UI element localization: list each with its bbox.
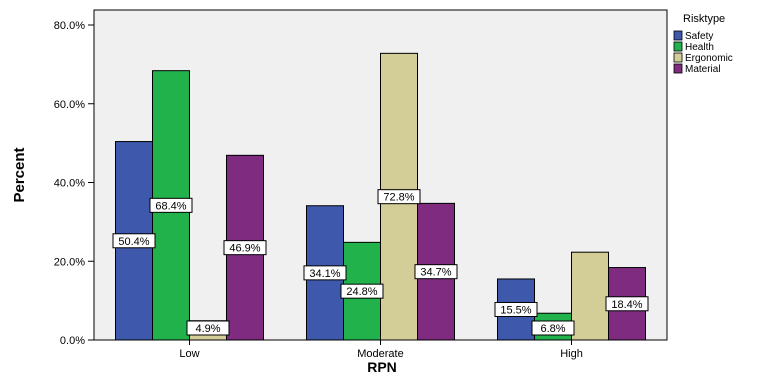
legend-swatch-ergonomic — [673, 52, 683, 63]
data-label-box — [303, 265, 347, 281]
x-tick-label: High — [560, 348, 583, 360]
data-label-box — [494, 301, 538, 317]
data-label: 46.9% — [223, 240, 267, 256]
legend-swatch-material — [673, 63, 683, 74]
y-tick-label: 0.0% — [60, 335, 85, 347]
data-label-text: 4.9% — [195, 323, 220, 335]
data-label-box — [531, 320, 575, 336]
data-label: 50.4% — [112, 233, 156, 249]
data-label-text: 24.8% — [346, 286, 377, 298]
bar-ergonomic-high — [571, 251, 609, 341]
data-label-text: 34.7% — [420, 267, 451, 279]
legend-label-safety: Safety — [685, 31, 713, 42]
data-label-box — [340, 283, 384, 299]
data-label-text: 68.4% — [155, 200, 186, 212]
data-label-text: 46.9% — [229, 243, 260, 255]
x-axis-title: RPN — [367, 359, 397, 375]
data-label: 34.7% — [414, 264, 458, 280]
data-label-box — [414, 264, 458, 280]
data-label: 6.8% — [531, 320, 575, 336]
y-axis-title: Percent — [11, 147, 28, 202]
data-label-box — [377, 189, 421, 205]
data-label-box — [223, 240, 267, 256]
y-tick-label: 60.0% — [54, 99, 85, 111]
data-label-box — [149, 197, 193, 213]
legend-label-health: Health — [685, 42, 714, 53]
y-tick-label: 40.0% — [54, 178, 85, 190]
data-label-box — [112, 233, 156, 249]
data-label-text: 50.4% — [118, 236, 149, 248]
x-axis: Low Moderate High — [179, 340, 583, 360]
data-label-text: 72.8% — [383, 192, 414, 204]
data-label: 15.5% — [494, 301, 538, 317]
data-labels: 50.4% 68.4% 4.9% 46.9% 34.1% 24.8% 72.8% 34.7% 1… — [112, 189, 649, 336]
legend-swatch-safety — [673, 30, 683, 41]
data-label: 68.4% — [149, 197, 193, 213]
data-label-box — [186, 320, 230, 336]
legend-swatch-health — [673, 41, 683, 52]
data-label-box — [605, 296, 649, 312]
data-label-text: 6.8% — [540, 323, 565, 335]
legend-title: Risktype — [683, 13, 725, 25]
data-label: 4.9% — [186, 320, 230, 336]
x-tick-label: Moderate — [357, 348, 403, 360]
y-tick-label: 80.0% — [54, 20, 85, 32]
data-label: 18.4% — [605, 296, 649, 312]
y-axis: 0.0% 20.0% 40.0% 60.0% 80.0% — [54, 20, 94, 347]
x-tick-label: Low — [179, 348, 199, 360]
data-label: 24.8% — [340, 283, 384, 299]
legend-label-ergonomic: Ergonomic — [685, 53, 733, 64]
legend-label-material: Material — [685, 64, 721, 75]
y-tick-label: 20.0% — [54, 256, 85, 268]
data-label-text: 18.4% — [611, 299, 642, 311]
data-label: 34.1% — [303, 265, 347, 281]
data-label-text: 15.5% — [500, 304, 531, 316]
data-label-text: 34.1% — [309, 268, 340, 280]
data-label: 72.8% — [377, 189, 421, 205]
